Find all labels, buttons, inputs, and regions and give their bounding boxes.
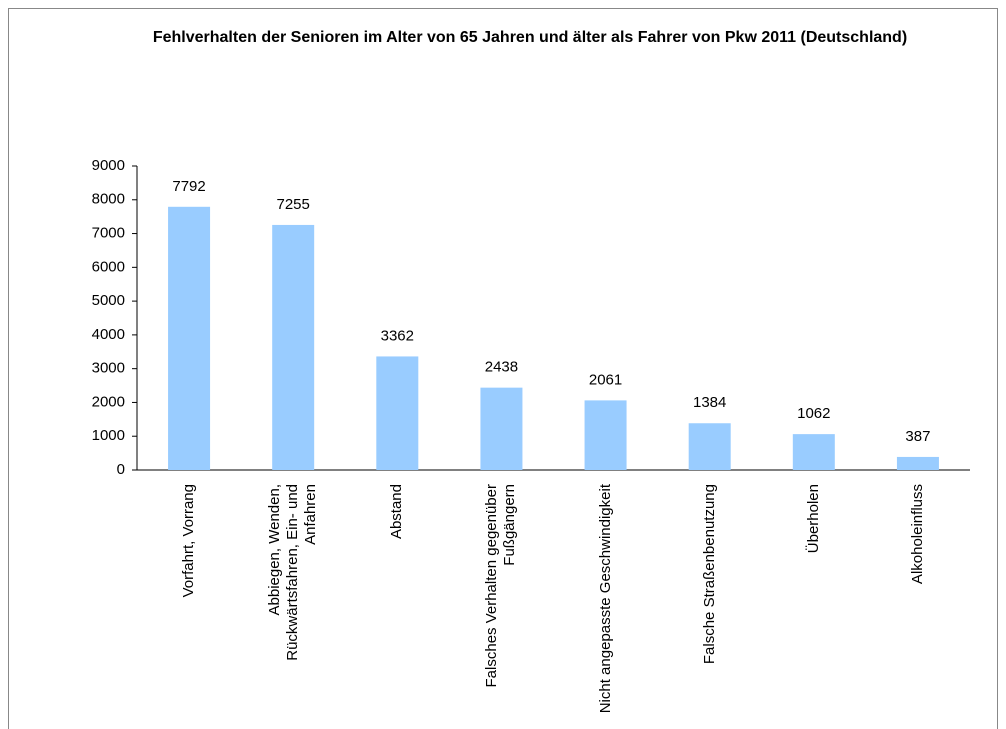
x-tick-label: Überholen (804, 484, 822, 554)
y-tick-label: 8000 (92, 191, 125, 208)
x-tick-label: Vorfahrt, Vorrang (180, 484, 198, 598)
x-tick-label: Abstand (388, 484, 406, 540)
x-tick-label: Falsche Straßenbenutzung (700, 484, 718, 665)
y-tick-label: 2000 (92, 393, 125, 410)
value-label: 2438 (485, 359, 518, 376)
chart-frame (8, 8, 998, 729)
chart-title: Fehlverhalten der Senioren im Alter von … (152, 29, 908, 46)
y-tick-label: 7000 (92, 225, 125, 242)
value-label: 2061 (589, 371, 622, 388)
x-tick-label: Falsches Verhalten gegenüber Fußgängern (483, 484, 519, 688)
y-tick-label: 9000 (92, 157, 125, 174)
y-tick-label: 5000 (92, 292, 125, 309)
bar (688, 423, 731, 470)
value-label: 1384 (693, 394, 726, 411)
value-label: 387 (905, 428, 930, 445)
bar (376, 356, 419, 470)
y-tick-label: 4000 (92, 326, 125, 343)
y-tick-label: 3000 (92, 360, 125, 377)
bar (792, 434, 835, 470)
bar (896, 456, 939, 470)
x-tick-label: Nicht angepasste Geschwindigkeit (596, 484, 614, 714)
bar (480, 387, 523, 470)
bar (584, 400, 627, 470)
x-tick-label: Abbiegen, Wenden, Rückwärtsfahren, Ein- … (266, 484, 320, 661)
bar (168, 206, 211, 470)
x-tick-label: Alkoholeinfluss (908, 484, 926, 585)
y-tick-label: 0 (117, 461, 125, 478)
value-label: 7255 (277, 196, 310, 213)
value-label: 7792 (172, 178, 205, 195)
value-label: 3362 (381, 327, 414, 344)
y-tick-label: 1000 (92, 427, 125, 444)
y-tick-label: 6000 (92, 258, 125, 275)
bar (272, 224, 315, 470)
value-label: 1062 (797, 405, 830, 422)
